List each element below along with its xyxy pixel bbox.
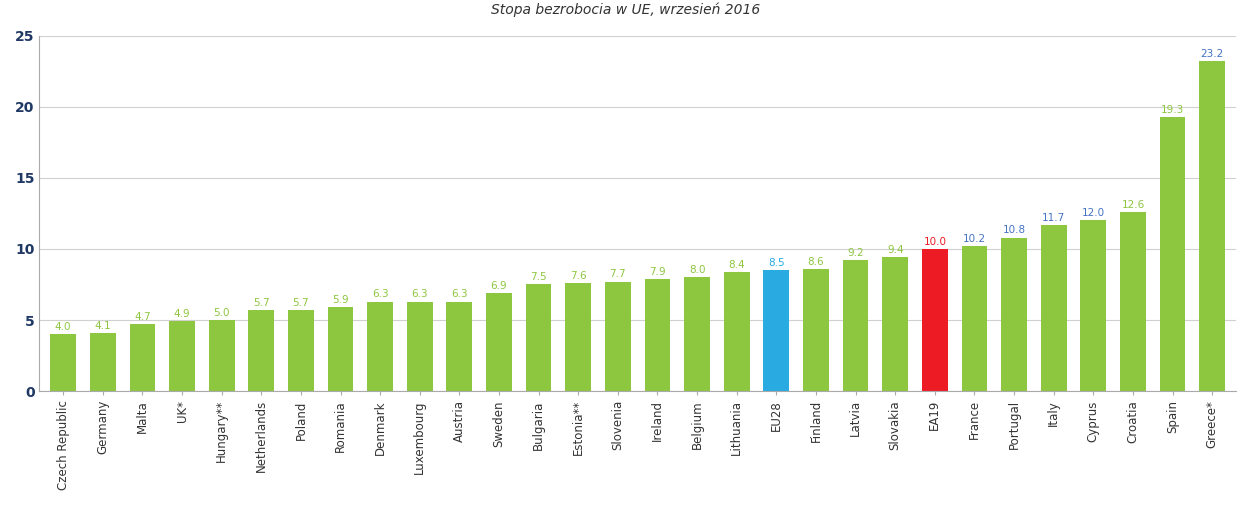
Text: 4.0: 4.0 [55,322,71,332]
Bar [90,333,115,391]
Bar [605,282,631,391]
Text: 6.3: 6.3 [372,289,389,299]
Text: 19.3: 19.3 [1161,105,1185,115]
Bar [922,249,948,391]
Bar [1160,117,1186,391]
Bar [962,246,987,391]
Bar [328,307,353,391]
Text: 10.8: 10.8 [1002,225,1026,235]
Bar [169,321,195,391]
Bar [368,301,393,391]
Text: 6.3: 6.3 [412,289,428,299]
Bar [525,284,552,391]
Bar [209,320,234,391]
Bar [763,270,789,391]
Bar [684,277,711,391]
Text: 5.0: 5.0 [214,308,230,318]
Text: 6.9: 6.9 [490,281,508,291]
Text: 12.0: 12.0 [1082,209,1105,218]
Bar [843,260,868,391]
Bar [447,301,472,391]
Text: 10.0: 10.0 [923,237,946,247]
Bar [1001,237,1027,391]
Text: 5.7: 5.7 [293,298,309,308]
Bar [249,310,274,391]
Text: 7.7: 7.7 [609,270,627,279]
Bar [1120,212,1146,391]
Bar [288,310,314,391]
Bar [1041,225,1067,391]
Bar [130,324,155,391]
Bar [487,293,512,391]
Text: 8.6: 8.6 [808,257,824,267]
Text: 4.1: 4.1 [94,321,111,331]
Text: 8.4: 8.4 [728,260,746,270]
Text: 12.6: 12.6 [1121,200,1145,210]
Text: 8.5: 8.5 [768,258,784,268]
Bar [1081,221,1106,391]
Text: 4.9: 4.9 [174,309,190,319]
Text: 7.9: 7.9 [649,267,666,277]
Bar [724,272,749,391]
Bar [407,301,433,391]
Bar [803,269,829,391]
Text: 9.2: 9.2 [847,248,864,258]
Text: 23.2: 23.2 [1201,49,1223,59]
Text: 7.5: 7.5 [530,272,547,282]
Bar [565,283,592,391]
Text: 6.3: 6.3 [452,289,468,299]
Text: 4.7: 4.7 [134,312,150,322]
Text: 11.7: 11.7 [1042,213,1066,223]
Text: 5.7: 5.7 [253,298,269,308]
Text: 8.0: 8.0 [689,265,706,275]
Text: 7.6: 7.6 [570,271,587,281]
Bar [50,334,76,391]
Text: 5.9: 5.9 [333,295,349,305]
Text: Stopa bezrobocia w UE, wrzesień 2016: Stopa bezrobocia w UE, wrzesień 2016 [490,3,761,17]
Bar [1200,61,1225,391]
Bar [644,279,671,391]
Text: 10.2: 10.2 [963,234,986,244]
Bar [882,258,908,391]
Text: 9.4: 9.4 [887,245,903,256]
